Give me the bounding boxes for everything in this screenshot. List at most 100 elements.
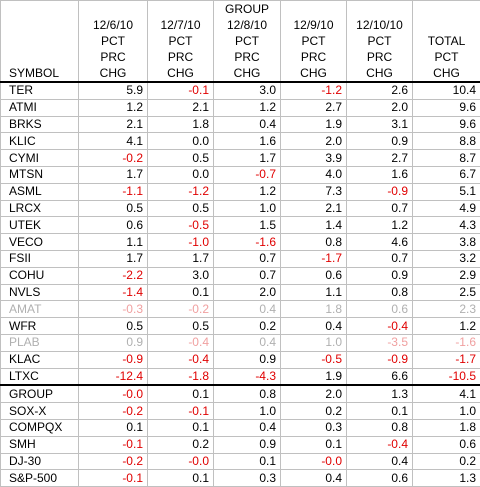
- value-cell: -0.1: [78, 435, 148, 454]
- value-cell: 2.7: [346, 149, 413, 167]
- value-cell: -0.3: [78, 300, 148, 319]
- value-cell: 6.7: [412, 165, 480, 184]
- header-line: PCT: [367, 34, 392, 48]
- value-cell: 5.9: [78, 81, 148, 100]
- column-header: GROUP 12/8/10 PCT PRC CHG: [213, 0, 281, 83]
- table-row: WFR 0.5 0.5 0.2 0.4 -0.4 1.2: [0, 317, 480, 335]
- header-line: PRC: [100, 50, 126, 64]
- header-line: PCT: [101, 34, 125, 48]
- value-cell: 2.1: [78, 115, 148, 134]
- value-cell: 3.2: [412, 249, 480, 268]
- header-line: GROUP: [224, 2, 269, 16]
- value-cell: 7.3: [280, 182, 347, 201]
- value-cell: 4.0: [280, 165, 347, 184]
- table-row: COMPQX 0.1 0.1 0.4 0.3 0.8 1.8: [0, 418, 480, 437]
- value-cell: 0.6: [280, 266, 347, 285]
- value-cell: 1.8: [147, 115, 214, 134]
- value-cell: 4.1: [412, 384, 480, 404]
- header-line: PRC: [167, 50, 194, 64]
- symbol-cell: UTEK: [0, 216, 79, 235]
- table-row: ASML -1.1 -1.2 1.2 7.3 -0.9 5.1: [0, 182, 480, 201]
- header-line: CHG: [99, 66, 127, 80]
- value-cell: 2.0: [280, 384, 347, 404]
- value-cell: -1.7: [412, 350, 480, 369]
- value-cell: -1.8: [147, 367, 214, 386]
- value-cell: 0.2: [213, 317, 281, 335]
- value-cell: -1.2: [147, 182, 214, 201]
- value-cell: 2.1: [147, 98, 214, 117]
- value-cell: 0.7: [346, 199, 413, 218]
- value-cell: 2.3: [412, 300, 480, 319]
- value-cell: 4.9: [412, 199, 480, 218]
- value-cell: 2.0: [213, 283, 281, 302]
- table-row: LRCX 0.5 0.5 1.0 2.1 0.7 4.9: [0, 199, 480, 218]
- value-cell: 0.7: [346, 249, 413, 268]
- value-cell: 0.7: [213, 249, 281, 268]
- value-cell: -0.9: [346, 182, 413, 201]
- value-cell: 1.0: [280, 333, 347, 352]
- symbol-cell: ASML: [0, 182, 79, 201]
- value-cell: 5.1: [412, 182, 480, 201]
- value-cell: -0.0: [78, 384, 148, 404]
- value-cell: -0.4: [147, 350, 214, 369]
- value-cell: 1.5: [213, 216, 281, 235]
- value-cell: 0.8: [346, 418, 413, 437]
- value-cell: 1.7: [78, 165, 148, 184]
- value-cell: -2.2: [78, 266, 148, 285]
- value-cell: 0.6: [346, 300, 413, 319]
- value-cell: -0.4: [346, 435, 413, 454]
- table-body: TER 5.9 -0.1 3.0 -1.2 2.6 10.4 ATMI 1.2 2.1 1.2 2.7…: [0, 81, 480, 487]
- value-cell: 1.2: [346, 216, 413, 235]
- table-row: LTXC -12.4 -1.8 -4.3 1.9 6.6 -10.5: [0, 367, 480, 386]
- value-cell: 2.7: [280, 98, 347, 117]
- table-row: UTEK 0.6 -0.5 1.5 1.4 1.2 4.3: [0, 216, 480, 235]
- value-cell: 0.2: [147, 435, 214, 454]
- value-cell: 1.8: [280, 300, 347, 319]
- value-cell: -0.0: [280, 452, 347, 471]
- header-line: SYMBOL: [9, 66, 60, 80]
- value-cell: 2.1: [280, 199, 347, 218]
- symbol-cell: SMH: [0, 435, 79, 454]
- header-line: PRC: [366, 50, 393, 64]
- value-cell: 1.1: [78, 233, 148, 251]
- table-row: SOX-X -0.2 -0.1 1.0 0.2 0.1 1.0: [0, 402, 480, 420]
- value-cell: 0.4: [213, 115, 281, 134]
- value-cell: 0.5: [147, 199, 214, 218]
- value-cell: 0.8: [346, 283, 413, 302]
- value-cell: 1.0: [213, 402, 281, 420]
- table-row: FSII 1.7 1.7 0.7 -1.7 0.7 3.2: [0, 249, 480, 268]
- value-cell: 0.1: [147, 384, 214, 404]
- value-cell: 0.9: [213, 350, 281, 369]
- value-cell: 1.7: [213, 149, 281, 167]
- header-line: 12/9/10: [293, 18, 334, 32]
- symbol-cell: DJ-30: [0, 452, 79, 471]
- symbol-cell: MTSN: [0, 165, 79, 184]
- value-cell: 0.4: [280, 317, 347, 335]
- value-cell: 9.6: [412, 115, 480, 134]
- table-row: MTSN 1.7 0.0 -0.7 4.0 1.6 6.7: [0, 165, 480, 184]
- value-cell: 0.4: [213, 333, 281, 352]
- value-cell: -0.4: [346, 317, 413, 335]
- table-row: BRKS 2.1 1.8 0.4 1.9 3.1 9.6: [0, 115, 480, 134]
- symbol-cell: ATMI: [0, 98, 79, 117]
- value-cell: -0.9: [346, 350, 413, 369]
- table-row: PLAB 0.9 -0.4 0.4 1.0 -3.5 -1.6: [0, 333, 480, 352]
- value-cell: 8.8: [412, 132, 480, 151]
- value-cell: -0.1: [78, 469, 148, 487]
- symbol-cell: FSII: [0, 249, 79, 268]
- value-cell: 1.7: [78, 249, 148, 268]
- value-cell: -4.3: [213, 367, 281, 386]
- value-cell: -1.6: [213, 233, 281, 251]
- symbol-cell: KLIC: [0, 132, 79, 151]
- header-line: TOTAL: [427, 34, 466, 48]
- symbol-cell: PLAB: [0, 333, 79, 352]
- value-cell: 0.2: [280, 402, 347, 420]
- value-cell: 0.5: [78, 317, 148, 335]
- value-cell: -1.1: [78, 182, 148, 201]
- header-line: CHG: [366, 66, 393, 80]
- value-cell: 10.4: [412, 81, 480, 100]
- value-cell: -0.5: [147, 216, 214, 235]
- header-line: CHG: [167, 66, 194, 80]
- value-cell: -0.1: [147, 402, 214, 420]
